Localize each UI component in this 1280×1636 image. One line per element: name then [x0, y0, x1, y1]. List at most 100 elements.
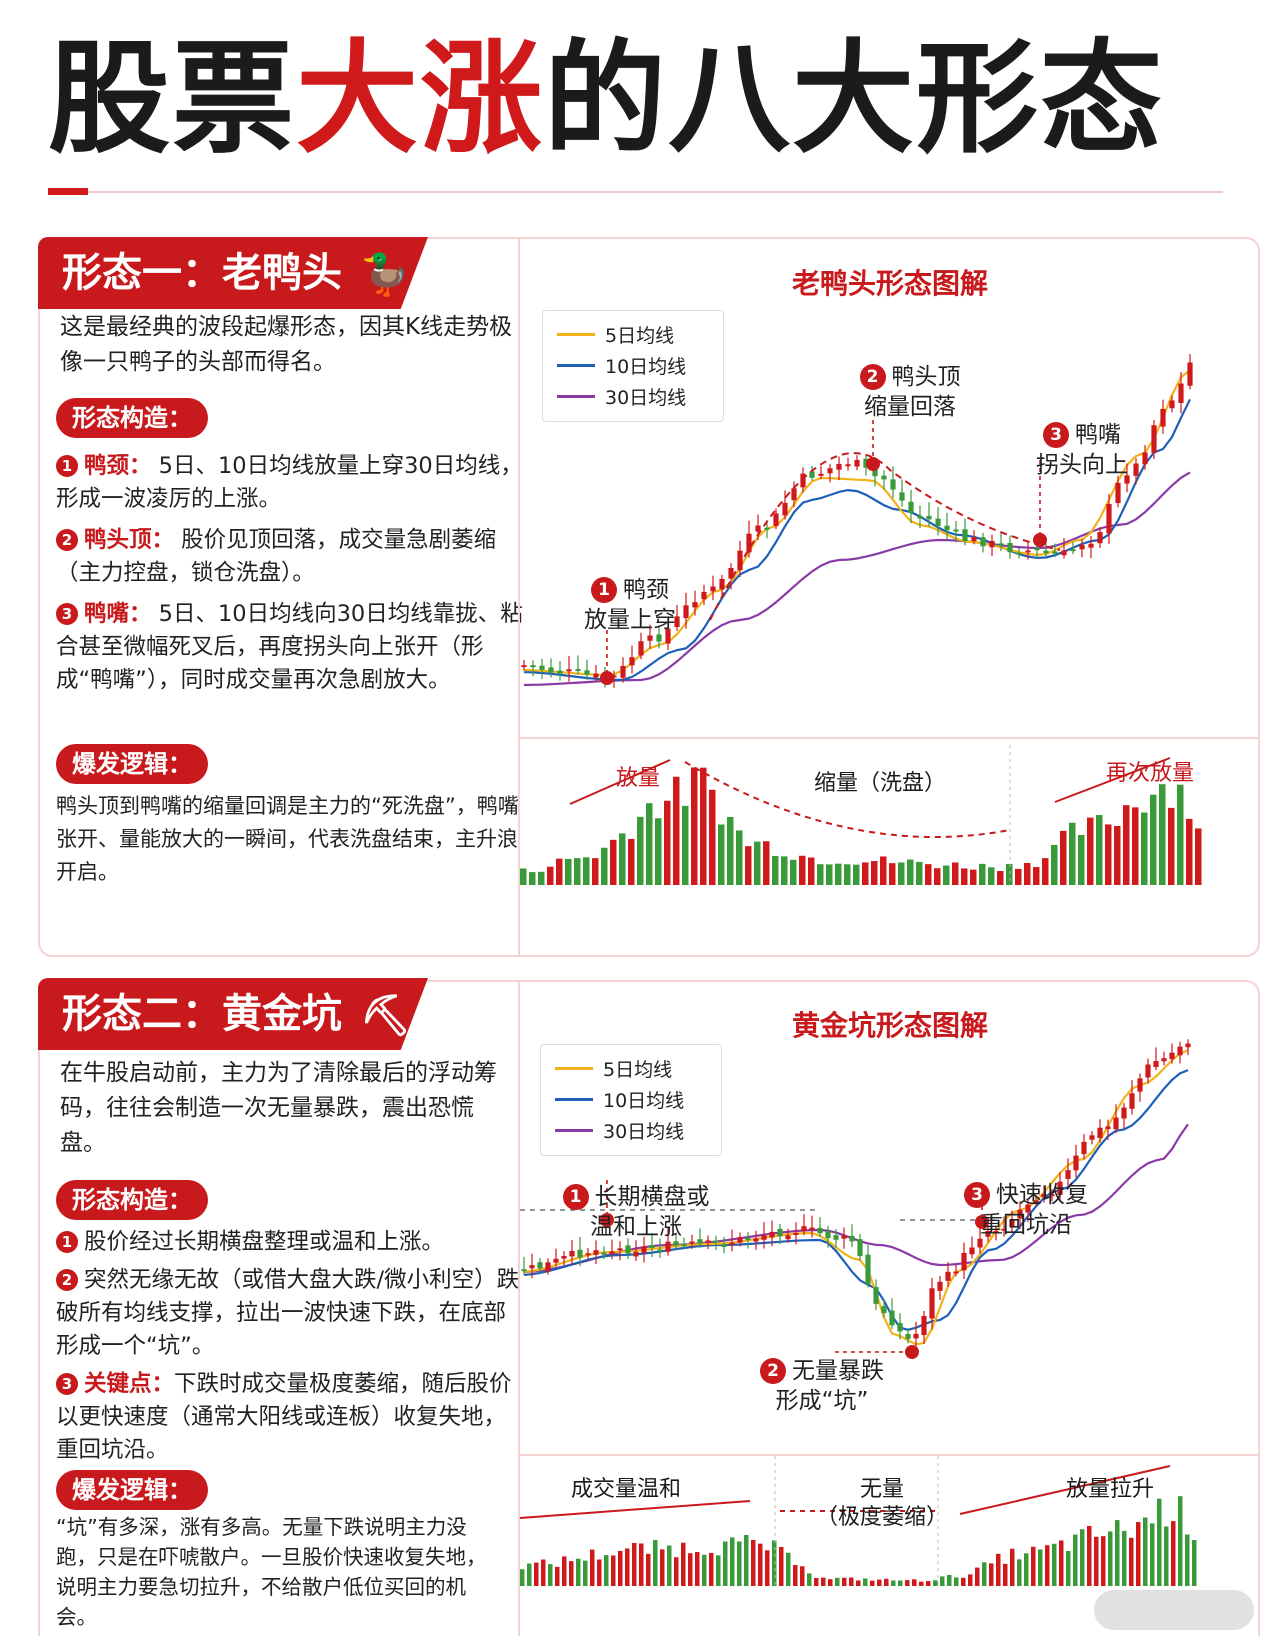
- legend-ma5: 5日均线: [557, 321, 709, 352]
- candle-body: [1169, 400, 1175, 409]
- annot-line2: 拐头向上: [1036, 452, 1128, 478]
- candle-body: [638, 641, 644, 656]
- volume-bar: [562, 1556, 567, 1586]
- volume-bar: [1101, 1536, 1106, 1586]
- pattern1-logic: 鸭头顶到鸭嘴的缩量回调是主力的“死洗盘”，鸭嘴张开、量能放大的一瞬间，代表洗盘结…: [56, 794, 519, 884]
- candle-body: [683, 605, 689, 618]
- candle-body: [601, 1252, 607, 1255]
- legend-label: 5日均线: [603, 1059, 673, 1081]
- volume-bar: [637, 816, 644, 885]
- volume-bar: [1123, 805, 1130, 885]
- candle-body: [761, 1235, 767, 1240]
- item-text: 下跌时成交量极度萎缩，随后股价以更快速度（通常大阳线或连板）收复失地，重回坑沿。: [56, 1371, 512, 1463]
- candle-body: [841, 1235, 847, 1239]
- pattern2-logic: “坑”有多深，涨有多高。无量下跌说明主力没跑，只是在吓唬散户。一旦股价快速收复失…: [56, 1515, 487, 1629]
- volume-bar: [1015, 868, 1022, 885]
- neck-marker-dot: [600, 671, 614, 685]
- volume-bar: [592, 858, 599, 885]
- head-marker-dot: [866, 457, 880, 471]
- volume-bar: [800, 1566, 805, 1586]
- volume-bar: [933, 1580, 938, 1586]
- legend-ma30: 30日均线: [557, 383, 709, 414]
- annot-line2: 缩量回落: [864, 394, 956, 420]
- volume-bar: [758, 1543, 763, 1586]
- volume-bar: [610, 839, 617, 885]
- legend-swatch: [555, 1129, 593, 1132]
- volume-bar: [844, 864, 851, 885]
- volume-bar: [667, 1545, 672, 1586]
- candle-body: [625, 1245, 631, 1254]
- candle-body: [818, 473, 824, 476]
- candle-body: [1065, 1170, 1071, 1179]
- candle-body: [575, 668, 581, 671]
- volume-bar: [828, 1579, 833, 1586]
- candle-body: [705, 1240, 711, 1243]
- volume-bar: [1096, 815, 1103, 885]
- candle-body: [854, 459, 860, 467]
- volume-bar: [1122, 1530, 1127, 1586]
- volume-bar: [814, 1578, 819, 1586]
- volume-bar: [1052, 1543, 1057, 1586]
- pattern2-structure-pill: 形态构造：: [56, 1180, 208, 1220]
- candle-body: [1178, 383, 1184, 403]
- candle-body: [753, 1238, 759, 1242]
- vol-arrow: [1054, 757, 1171, 803]
- candle-body: [1142, 452, 1148, 465]
- volume-bar: [556, 858, 563, 885]
- pattern1-annot-beak: 3 鸭嘴 拐头向上: [1022, 420, 1142, 480]
- candle-body: [845, 464, 851, 467]
- candle-body: [577, 1249, 583, 1258]
- volume-bar: [772, 856, 779, 885]
- volume-bar: [1094, 1536, 1099, 1586]
- volume-bar: [996, 1553, 1001, 1586]
- volume-bar: [799, 855, 806, 885]
- candle-body: [1061, 550, 1067, 556]
- candle-body: [865, 1254, 871, 1285]
- item-text: 5日、10日均线向30日均线靠拢、粘合甚至微幅死叉后，再度拐头向上张开（形成“鸭…: [56, 601, 523, 693]
- candle-body: [1089, 1135, 1095, 1140]
- volume-bar: [1115, 1520, 1120, 1586]
- volume-bar: [611, 1555, 616, 1586]
- candle-body: [801, 1226, 807, 1232]
- volume-bar: [1136, 1522, 1141, 1586]
- volume-bar: [688, 1553, 693, 1586]
- volume-bar: [574, 858, 581, 885]
- candle-body: [665, 628, 671, 644]
- annot-number: 1: [562, 1184, 589, 1210]
- candle-body: [721, 1244, 727, 1247]
- candle-body: [1025, 1204, 1031, 1213]
- volume-bar: [954, 1577, 959, 1586]
- volume-bar: [529, 872, 536, 885]
- annot-number: 3: [1043, 422, 1069, 448]
- candle-body: [863, 458, 869, 468]
- volume-bar: [821, 1577, 826, 1586]
- volume-bar: [583, 1560, 588, 1586]
- volume-bar: [709, 1552, 714, 1586]
- volume-bar: [730, 1537, 735, 1586]
- candle-body: [1177, 1046, 1183, 1056]
- volume-bar: [1186, 818, 1193, 885]
- page-title: 股票大涨的八大形态: [48, 24, 1238, 174]
- pattern2-item-1: 1 股价经过长期横盘整理或温和上涨。: [56, 1226, 526, 1259]
- candle-body: [897, 1322, 903, 1332]
- candle-body: [998, 543, 1004, 546]
- candle-body: [633, 1251, 639, 1257]
- legend-ma5: 5日均线: [555, 1055, 707, 1086]
- candle-body: [561, 1256, 567, 1259]
- candle-body: [985, 1230, 991, 1237]
- title-divider: [48, 191, 1223, 193]
- volume-bar: [970, 869, 977, 885]
- pattern1-chart-title: 老鸭头形态图解: [791, 267, 988, 300]
- item-text: 股价见顶回落，成交量急剧萎缩（主力控盘，锁仓洗盘）。: [56, 527, 497, 586]
- volume-bar: [1150, 794, 1157, 885]
- pattern2-vol-label-3: 放量拉升: [1065, 1477, 1154, 1502]
- item-text: 5日、10日均线放量上穿30日均线，形成一波凌厉的上涨。: [56, 453, 523, 512]
- legend-label: 10日均线: [603, 1090, 685, 1112]
- pattern1-vol-label-2: 缩量（洗盘）: [813, 771, 946, 796]
- candle-body: [825, 1231, 831, 1239]
- candle-body: [1097, 532, 1103, 544]
- candle-body: [1121, 1107, 1127, 1119]
- candle-body: [908, 501, 914, 513]
- candle-body: [1097, 1127, 1103, 1139]
- volume-bar: [817, 864, 824, 885]
